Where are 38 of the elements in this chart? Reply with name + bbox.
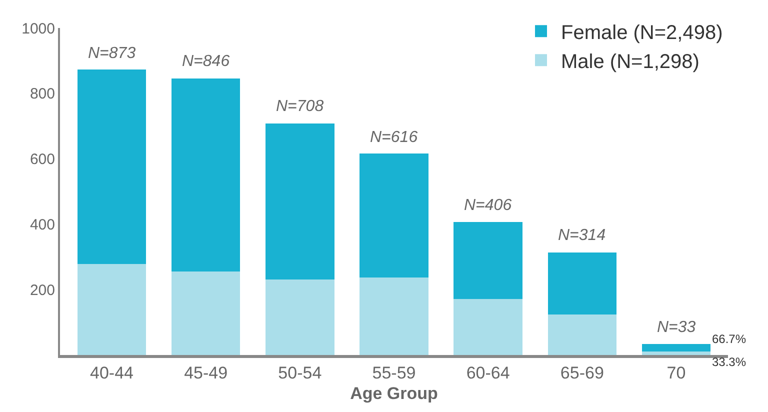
y-tick-label: 800 [30,86,55,103]
bar [454,298,522,355]
legend-label: Female (N=2,498) [561,22,723,44]
total-label: N=616 [370,129,418,146]
total-label: N=846 [182,53,230,70]
annotation: 66.7% [712,332,746,346]
bar [266,123,334,280]
total-label: N=873 [88,45,136,62]
x-axis-title: Age Group [350,384,438,403]
x-tick-label: 70 [666,363,686,382]
total-label: N=314 [558,227,606,244]
x-tick-label: 65-69 [560,363,604,382]
bar [360,278,428,355]
total-label: N=708 [276,98,324,115]
bar [171,78,240,272]
y-tick-label: 1000 [22,20,55,38]
bar [454,222,522,299]
annotation: 33.3% [712,355,746,369]
total-label: N=406 [464,197,512,214]
y-tick-label: 400 [30,216,55,234]
bar [266,279,334,355]
y-tick-label: 200 [30,282,55,299]
x-tick-label: 50-54 [278,363,322,382]
bar [77,264,146,355]
x-tick-label: 40-44 [90,363,134,382]
bar [642,344,711,352]
bar [360,154,428,278]
bar [548,252,617,314]
x-tick-label: 45-49 [184,363,228,382]
bar [548,314,617,355]
x-tick-label: 55-59 [372,363,416,382]
bar [642,351,711,355]
x-tick-label: 60-64 [466,363,510,382]
bar [77,70,146,264]
y-tick-label: 600 [30,151,55,168]
total-label: N=33 [657,319,696,336]
bar [171,272,240,355]
legend-label: Male (N=1,298) [561,50,700,73]
